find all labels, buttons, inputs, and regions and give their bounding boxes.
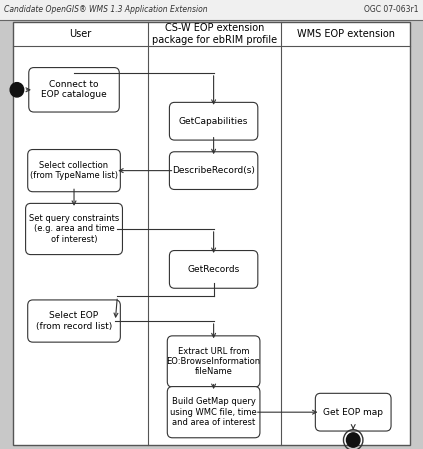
FancyBboxPatch shape [27,150,120,192]
Text: User: User [69,29,91,39]
FancyBboxPatch shape [167,387,260,438]
FancyBboxPatch shape [169,102,258,140]
Text: Build GetMap query
using WMC file, time
and area of interest: Build GetMap query using WMC file, time … [170,397,257,427]
FancyBboxPatch shape [27,300,120,342]
Text: OGC 07-063r1: OGC 07-063r1 [364,5,419,14]
FancyBboxPatch shape [13,22,410,445]
Text: GetCapabilities: GetCapabilities [179,117,248,126]
FancyBboxPatch shape [315,393,391,431]
Text: Select EOP
(from record list): Select EOP (from record list) [36,311,112,331]
FancyBboxPatch shape [29,68,119,112]
FancyBboxPatch shape [167,336,260,387]
FancyBboxPatch shape [169,251,258,288]
Text: CS-W EOP extension
package for ebRIM profile: CS-W EOP extension package for ebRIM pro… [152,23,277,45]
Text: Get EOP map: Get EOP map [323,408,383,417]
Text: Connect to
EOP catalogue: Connect to EOP catalogue [41,80,107,100]
Text: Set query constraints
(e.g. area and time
of interest): Set query constraints (e.g. area and tim… [29,214,119,244]
FancyBboxPatch shape [25,203,122,255]
Text: WMS EOP extension: WMS EOP extension [297,29,395,39]
Text: Candidate OpenGIS® WMS 1.3 Application Extension: Candidate OpenGIS® WMS 1.3 Application E… [4,5,208,14]
Text: DescribeRecord(s): DescribeRecord(s) [172,166,255,175]
FancyBboxPatch shape [0,0,423,20]
Text: Select collection
(from TypeName list): Select collection (from TypeName list) [30,161,118,180]
Circle shape [346,433,360,447]
Circle shape [10,83,24,97]
Text: Extract URL from
EO:BrowseInformation
fileName: Extract URL from EO:BrowseInformation fi… [167,347,261,376]
Text: GetRecords: GetRecords [187,265,240,274]
FancyBboxPatch shape [169,152,258,189]
